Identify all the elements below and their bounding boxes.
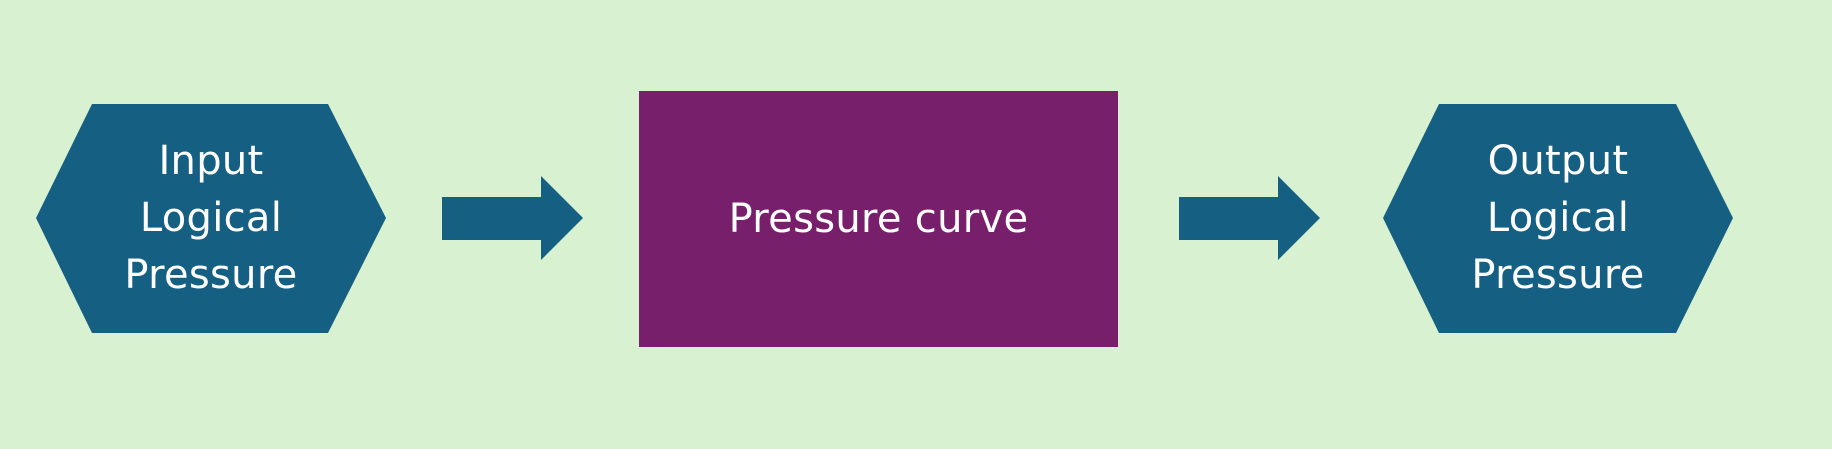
input-label: Input Logical Pressure	[36, 104, 386, 333]
process-label-text: Pressure curve	[728, 195, 1029, 242]
output-label-line-1: Output	[1487, 138, 1629, 184]
process-label: Pressure curve	[639, 91, 1118, 347]
input-label-line-3: Pressure	[124, 252, 298, 298]
process-box	[639, 91, 1118, 347]
input-label-line-2: Logical	[139, 195, 283, 241]
output-label-line-2: Logical	[1486, 195, 1630, 241]
output-label: Output Logical Pressure	[1383, 104, 1733, 333]
arrow-process-to-output	[1179, 176, 1320, 260]
input-label-line-1: Input	[158, 138, 264, 184]
arrow-input-to-process	[442, 176, 583, 260]
output-hexagon	[1383, 104, 1733, 333]
output-label-line-3: Pressure	[1471, 252, 1645, 298]
input-hexagon	[36, 104, 386, 333]
